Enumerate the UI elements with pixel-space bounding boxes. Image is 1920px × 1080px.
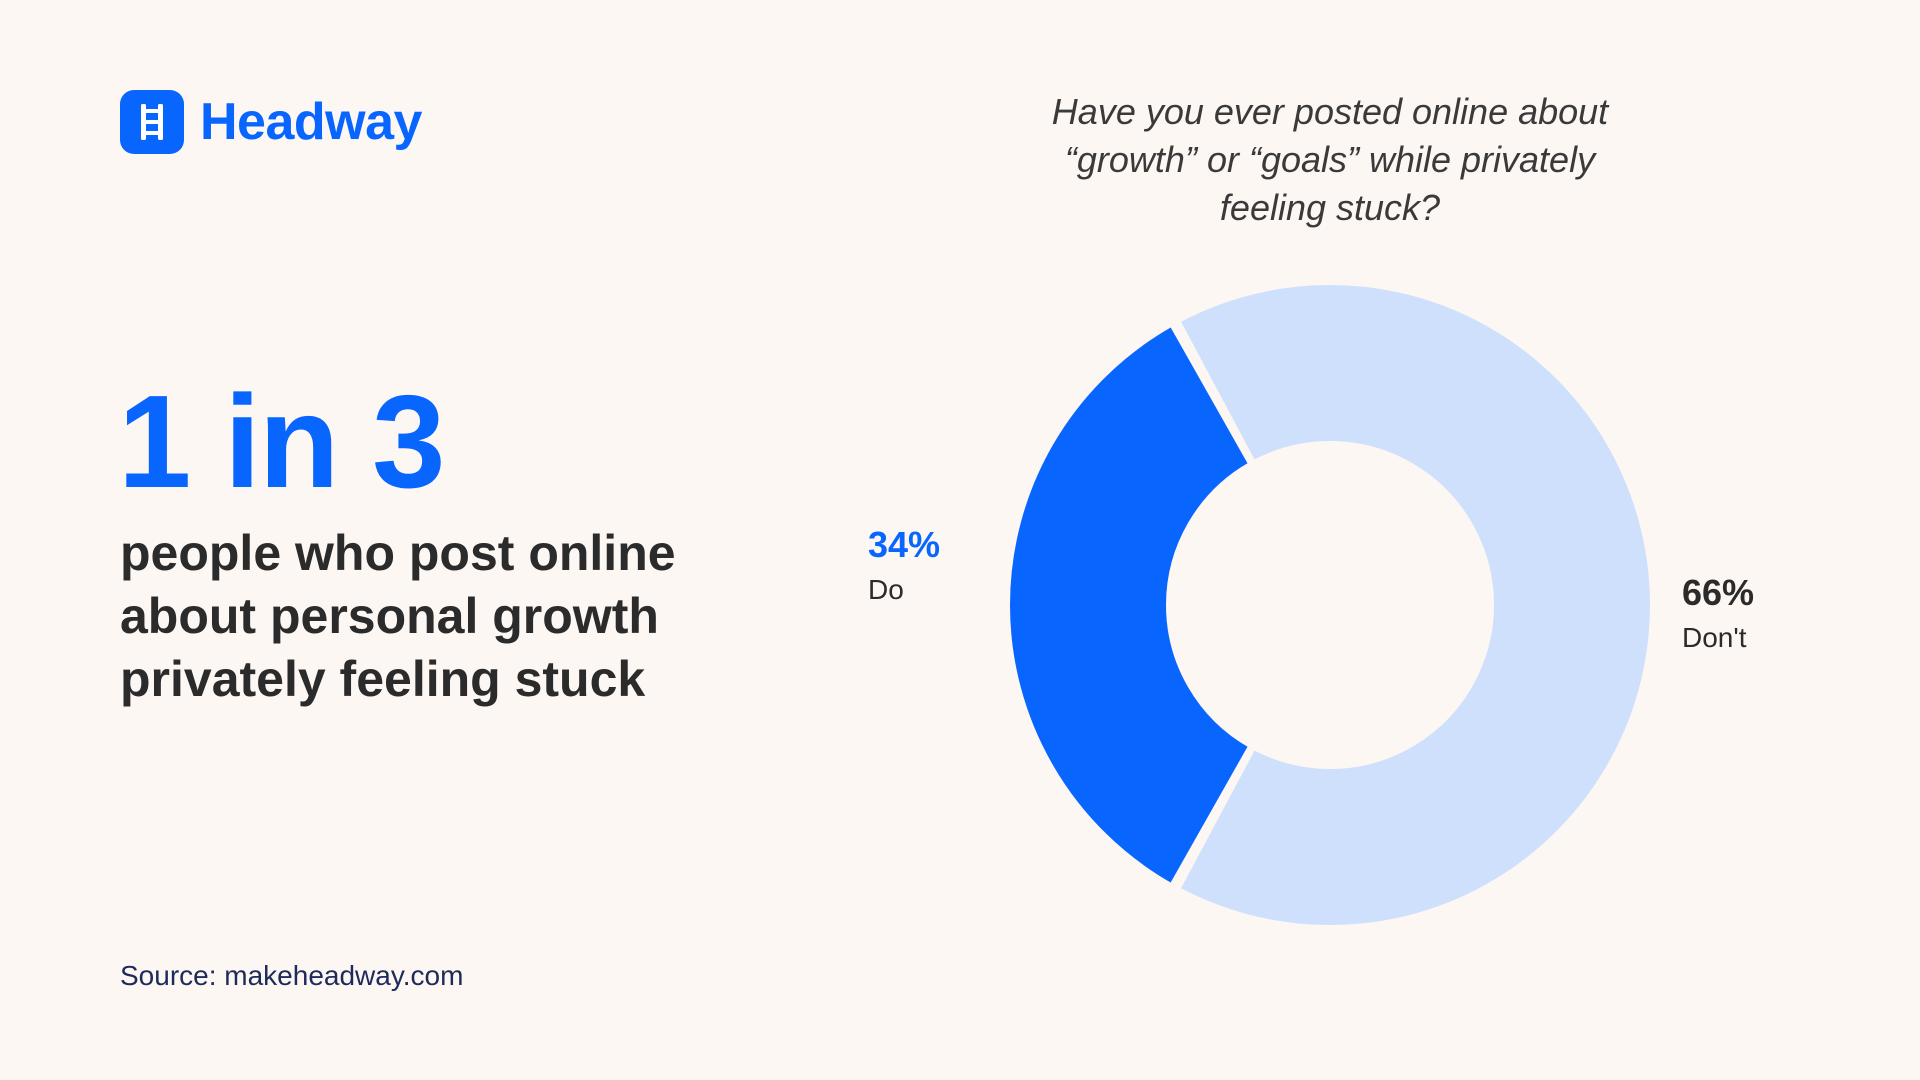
chart-title: Have you ever posted online about “growt… [980,88,1680,232]
ladder-icon [120,90,184,154]
brand-name: Headway [200,93,422,151]
chart-title-line: “growth” or “goals” while privately [1064,139,1596,180]
stat-description: people who post online about personal gr… [120,522,760,711]
headway-logo: Headway [120,90,422,154]
chart-title-line: feeling stuck? [1219,187,1441,228]
source-note: Source: makeheadway.com [120,960,464,991]
donut-slice-do [1006,322,1253,888]
donut-slice-dont [1176,281,1654,929]
slice-category-label: Do [868,574,904,605]
slice-category-label: Don't [1682,622,1747,653]
stat-headline: 1 in 3 [118,368,445,515]
stat-description-line: about personal growth [120,588,659,644]
slice-value-label: 66% [1682,572,1754,613]
chart-title-line: Have you ever posted online about [1051,91,1609,132]
stat-description-line: privately feeling stuck [120,651,646,707]
slice-value-label: 34% [868,524,940,565]
stat-description-line: people who post online [120,525,676,581]
